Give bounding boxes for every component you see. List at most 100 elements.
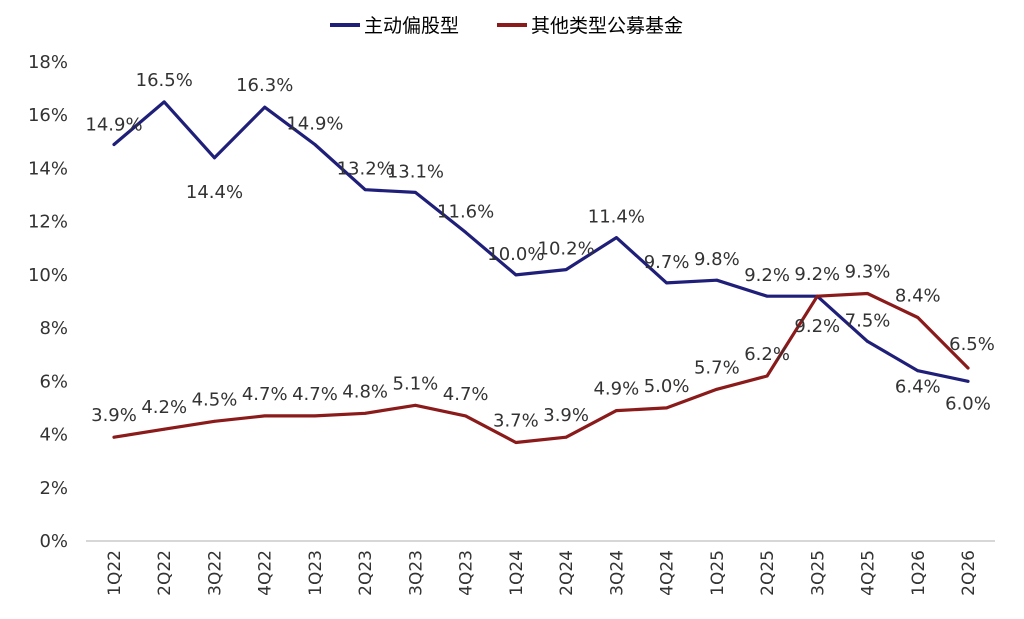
x-tick-label: 3Q25	[808, 550, 828, 596]
data-point	[414, 190, 417, 194]
x-tick-label: 2Q26	[959, 550, 979, 596]
data-point	[916, 316, 920, 319]
data-label: 16.5%	[136, 70, 193, 91]
data-point	[665, 406, 668, 410]
y-tick-label: 4%	[39, 425, 68, 446]
data-point	[213, 419, 216, 423]
data-point	[966, 379, 970, 383]
data-label: 9.7%	[644, 252, 690, 273]
data-label: 4.5%	[192, 389, 238, 410]
data-label: 13.2%	[337, 159, 394, 180]
data-point	[614, 409, 618, 413]
y-tick-label: 6%	[39, 371, 68, 392]
data-label: 7.5%	[845, 310, 891, 331]
x-axis-ticks: 1Q22 2Q22 3Q22 4Q22 1Q23 2Q23 3Q23 4Q23 1Q24 2Q24…	[105, 550, 979, 596]
data-label: 3.7%	[493, 411, 539, 432]
series-lines	[112, 100, 970, 445]
data-label: 9.8%	[694, 249, 740, 270]
data-point	[564, 268, 568, 271]
data-label: 8.4%	[895, 285, 941, 306]
legend-label-series-2: 其他类型公募基金	[531, 15, 683, 37]
data-point	[263, 414, 267, 418]
y-tick-label: 10%	[28, 265, 68, 286]
y-tick-label: 0%	[39, 531, 68, 552]
data-label: 4.9%	[593, 379, 639, 400]
data-point	[514, 273, 518, 277]
data-point	[866, 292, 869, 295]
data-point	[765, 294, 769, 298]
data-point	[313, 414, 317, 418]
y-tick-label: 8%	[39, 318, 68, 339]
data-point	[464, 230, 468, 234]
x-tick-label: 2Q23	[356, 550, 376, 596]
data-label: 4.7%	[443, 384, 489, 405]
data-label: 10.2%	[538, 239, 595, 260]
x-tick-label: 2Q25	[758, 550, 778, 596]
data-label: 3.9%	[91, 405, 137, 426]
data-label: 9.2%	[794, 264, 840, 285]
data-point	[363, 411, 367, 415]
data-label: 6.5%	[949, 334, 995, 355]
data-point	[665, 281, 668, 285]
x-tick-label: 1Q26	[909, 550, 929, 596]
x-tick-label: 1Q25	[708, 550, 728, 596]
x-tick-label: 4Q25	[859, 550, 879, 596]
data-label: 4.7%	[292, 384, 338, 405]
x-tick-label: 2Q22	[155, 550, 175, 596]
x-tick-label: 3Q23	[406, 550, 426, 596]
series-line-1	[112, 100, 970, 383]
data-point	[162, 100, 166, 104]
data-label: 9.3%	[845, 262, 891, 283]
data-label: 11.6%	[437, 201, 494, 222]
data-label: 4.8%	[342, 381, 388, 402]
data-point	[162, 427, 166, 431]
data-label: 6.4%	[895, 377, 941, 398]
y-axis-ticks: 0% 2% 4% 6% 8% 10% 12% 14% 16% 18%	[28, 52, 68, 552]
legend: 主动偏股型 其他类型公募基金	[330, 15, 683, 37]
data-label: 14.9%	[85, 114, 142, 135]
data-label: 5.1%	[393, 373, 439, 394]
x-tick-label: 4Q24	[658, 550, 678, 596]
data-point	[715, 278, 719, 282]
x-tick-label: 3Q24	[607, 550, 627, 596]
data-point	[112, 435, 116, 439]
data-label: 5.0%	[644, 376, 690, 397]
y-tick-label: 16%	[28, 105, 68, 126]
data-label: 13.1%	[387, 161, 444, 182]
data-label: 14.4%	[186, 182, 243, 203]
data-label: 5.7%	[694, 357, 740, 378]
data-label: 16.3%	[236, 75, 293, 96]
series-line-2	[112, 291, 970, 445]
data-point	[213, 156, 216, 160]
x-tick-label: 1Q24	[507, 550, 527, 596]
data-point	[112, 143, 116, 146]
data-point	[514, 441, 518, 444]
x-tick-label: 1Q23	[306, 550, 326, 596]
data-point	[966, 366, 970, 370]
x-tick-label: 1Q22	[105, 550, 125, 596]
legend-label-series-1: 主动偏股型	[364, 15, 459, 37]
data-point	[363, 188, 367, 192]
data-label: 6.0%	[945, 393, 991, 414]
data-label: 10.0%	[487, 244, 544, 265]
data-label: 4.2%	[141, 397, 187, 418]
data-point	[614, 236, 618, 240]
data-label: 3.9%	[543, 405, 589, 426]
data-point	[715, 387, 719, 391]
data-point	[564, 435, 568, 439]
data-point	[414, 403, 417, 407]
data-point	[916, 369, 920, 373]
data-label: 6.2%	[744, 344, 790, 365]
x-tick-label: 4Q23	[457, 550, 477, 596]
data-labels: 14.9% 16.5% 14.4% 16.3% 14.9% 13.2%13.1% 11.6%…	[85, 70, 994, 432]
x-tick-label: 2Q24	[557, 550, 577, 596]
data-label: 14.9%	[286, 113, 343, 134]
data-label: 9.2%	[794, 316, 840, 337]
y-tick-label: 2%	[39, 478, 68, 499]
data-point	[313, 143, 317, 146]
y-tick-label: 12%	[28, 212, 68, 233]
x-tick-label: 4Q22	[256, 550, 276, 596]
data-point	[765, 374, 769, 378]
data-label: 4.7%	[242, 384, 288, 405]
